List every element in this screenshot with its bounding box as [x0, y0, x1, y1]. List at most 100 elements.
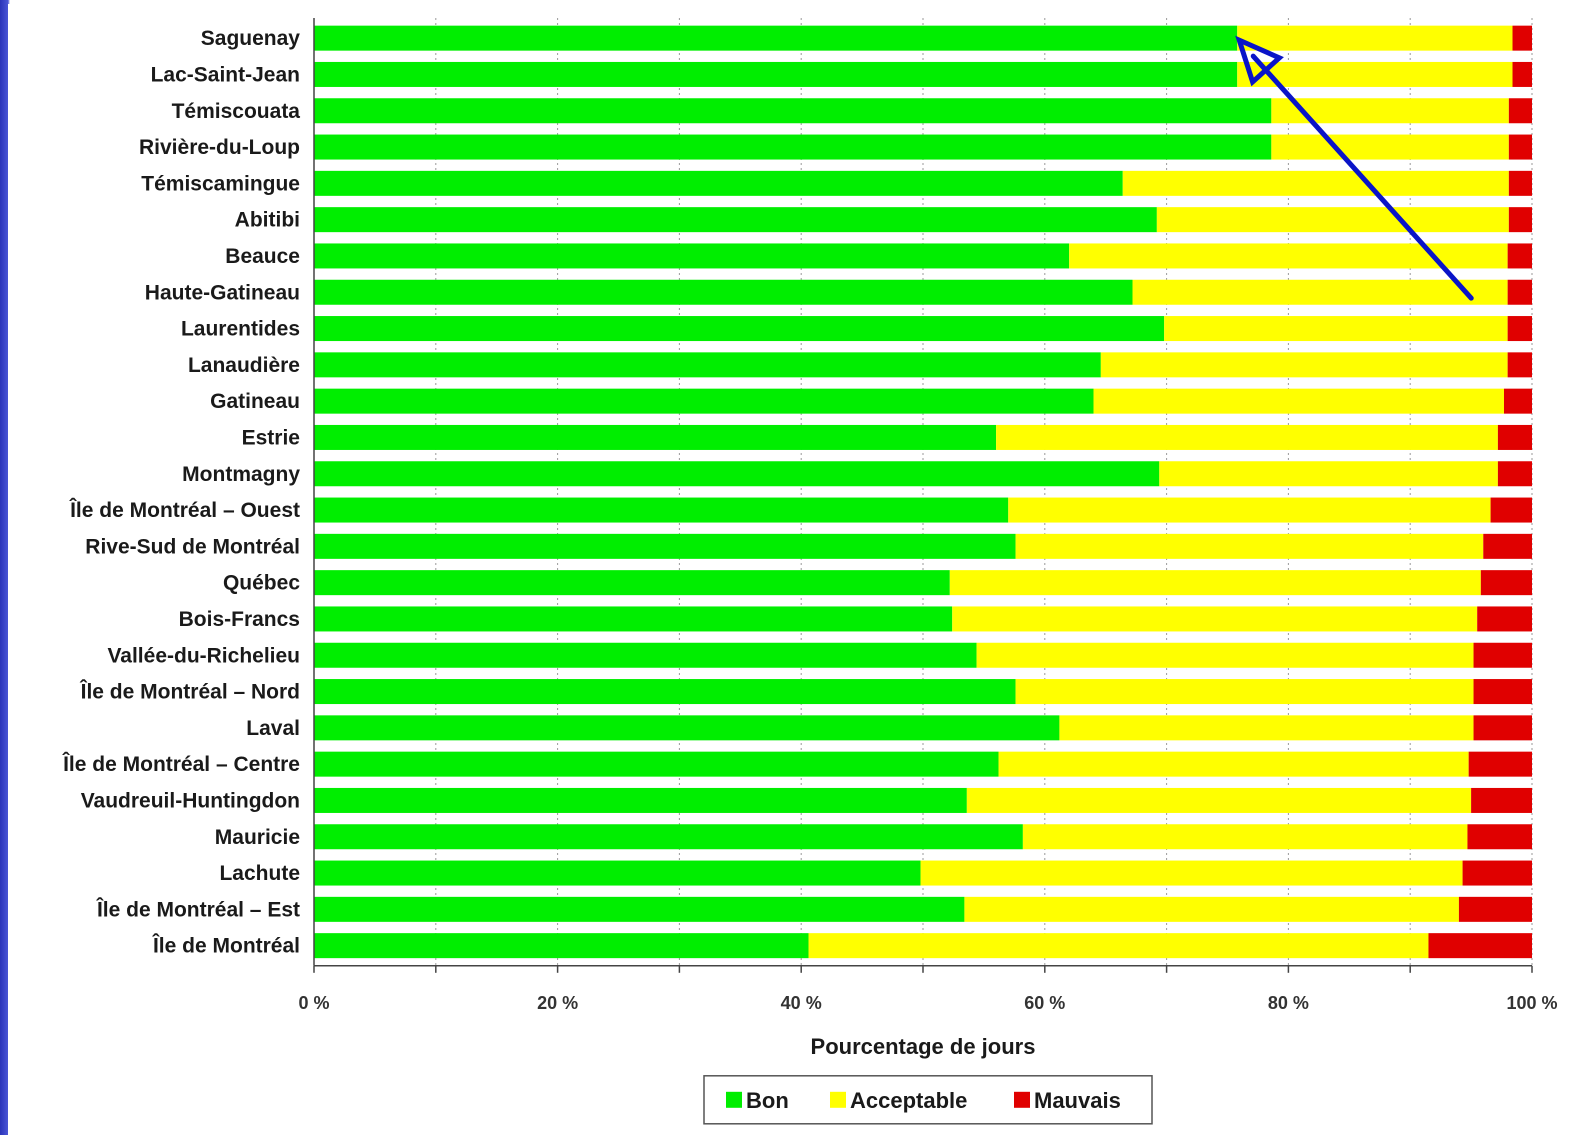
bar-mauvais	[1508, 98, 1532, 124]
bar-mauvais	[1508, 170, 1532, 196]
bar-mauvais	[1508, 134, 1532, 160]
category-label: Abitibi	[235, 209, 300, 232]
bar-mauvais	[1480, 570, 1532, 596]
bar-bon	[314, 170, 1123, 196]
bar-bon	[314, 860, 921, 886]
bar-mauvais	[1471, 787, 1532, 813]
bar-bon	[314, 243, 1070, 269]
x-tick-label: 20 %	[537, 993, 578, 1013]
annotation-arrow-group	[1235, 35, 1474, 301]
tick-labels: 0 % 20 % 40 % 60 % 80 % 100 %	[298, 993, 1557, 1013]
axes-group	[313, 18, 1533, 973]
bar-bon	[314, 134, 1272, 160]
legend-label-acceptable: Acceptable	[850, 1088, 967, 1113]
category-label: Témiscamingue	[141, 172, 300, 195]
bar-bon	[314, 388, 1094, 414]
category-label: Montmagny	[182, 463, 300, 486]
bar-mauvais	[1458, 896, 1532, 922]
bar-mauvais	[1462, 860, 1532, 886]
bar-acceptable	[1008, 497, 1491, 523]
bar-mauvais	[1507, 352, 1532, 378]
bar-acceptable	[1156, 207, 1509, 233]
stacked-bar-chart: Saguenay Lac-Saint-Jean Témiscouata Rivière…	[62, 18, 1558, 1125]
bar-acceptable	[998, 751, 1469, 777]
bar-bon	[314, 533, 1016, 559]
bar-acceptable	[976, 642, 1474, 668]
category-label: Haute-Gatineau	[145, 281, 300, 304]
bar-acceptable	[1132, 279, 1508, 305]
x-tick-label: 0 %	[298, 993, 329, 1013]
chart-frame: Saguenay Lac-Saint-Jean Témiscouata Rivière…	[8, 4, 1577, 1135]
category-label: Île de Montréal – Ouest	[69, 498, 300, 522]
category-label: Mauricie	[215, 826, 300, 849]
bar-acceptable	[1271, 134, 1509, 160]
legend: Bon Acceptable Mauvais	[703, 1075, 1153, 1125]
bar-bon	[314, 679, 1016, 705]
annotation-arrow-head	[1235, 35, 1284, 87]
bar-acceptable	[964, 896, 1459, 922]
bar-mauvais	[1473, 679, 1532, 705]
category-label: Vallée-du-Richelieu	[107, 644, 300, 667]
bar-bon	[314, 933, 809, 959]
bar-mauvais	[1512, 61, 1532, 87]
bar-acceptable	[808, 933, 1429, 959]
bar-bon	[314, 570, 950, 596]
bar-bon	[314, 424, 997, 450]
category-label: Lachute	[219, 862, 300, 885]
legend-label-mauvais: Mauvais	[1034, 1088, 1121, 1113]
bar-acceptable	[996, 424, 1498, 450]
category-label: Île de Montréal – Nord	[80, 680, 300, 704]
category-label: Lanaudière	[188, 354, 300, 377]
bar-mauvais	[1467, 824, 1532, 850]
category-label: Bois-Francs	[179, 608, 300, 631]
bar-acceptable	[1164, 316, 1508, 342]
legend-swatch-bon	[726, 1091, 742, 1108]
bar-bon	[314, 824, 1023, 850]
bar-bon	[314, 642, 977, 668]
bar-bon	[314, 751, 999, 777]
bar-bon	[314, 98, 1272, 124]
bar-mauvais	[1468, 751, 1532, 777]
category-label: Île de Montréal – Centre	[62, 752, 300, 776]
bar-mauvais	[1477, 606, 1532, 632]
category-label: Vaudreuil-Huntingdon	[81, 789, 300, 812]
category-label: Rivière-du-Loup	[139, 136, 300, 159]
bar-acceptable	[1122, 170, 1509, 196]
bar-mauvais	[1473, 715, 1532, 741]
bar-acceptable	[1059, 715, 1474, 741]
bar-bon	[314, 352, 1101, 378]
bar-acceptable	[1015, 533, 1484, 559]
bar-mauvais	[1512, 25, 1532, 51]
x-tick-label: 40 %	[781, 993, 822, 1013]
legend-label-bon: Bon	[746, 1088, 789, 1113]
bar-acceptable	[920, 860, 1463, 886]
x-tick-label: 100 %	[1506, 993, 1557, 1013]
bar-bon	[314, 787, 967, 813]
bar-bon	[314, 61, 1238, 87]
bar-mauvais	[1507, 279, 1532, 305]
bar-bon	[314, 606, 953, 632]
bar-mauvais	[1503, 388, 1532, 414]
bar-mauvais	[1428, 933, 1532, 959]
bar-bon	[314, 896, 965, 922]
category-label: Saguenay	[201, 27, 301, 50]
bar-acceptable	[952, 606, 1478, 632]
category-labels: Saguenay Lac-Saint-Jean Témiscouata Rivière…	[62, 27, 300, 958]
legend-swatch-mauvais	[1014, 1091, 1030, 1108]
x-tick-label: 80 %	[1268, 993, 1309, 1013]
bar-acceptable	[1100, 352, 1508, 378]
bar-bon	[314, 207, 1157, 233]
bar-mauvais	[1507, 316, 1532, 342]
bar-bon	[314, 25, 1238, 51]
bar-bon	[314, 316, 1165, 342]
category-label: Beauce	[225, 245, 300, 268]
category-label: Estrie	[242, 426, 300, 449]
bar-mauvais	[1507, 243, 1532, 269]
bar-acceptable	[1237, 25, 1513, 51]
bar-mauvais	[1508, 207, 1532, 233]
legend-swatch-acceptable	[830, 1091, 846, 1108]
bar-acceptable	[966, 787, 1472, 813]
bar-bon	[314, 461, 1160, 487]
bar-bon	[314, 279, 1133, 305]
category-label: Laval	[246, 717, 300, 740]
